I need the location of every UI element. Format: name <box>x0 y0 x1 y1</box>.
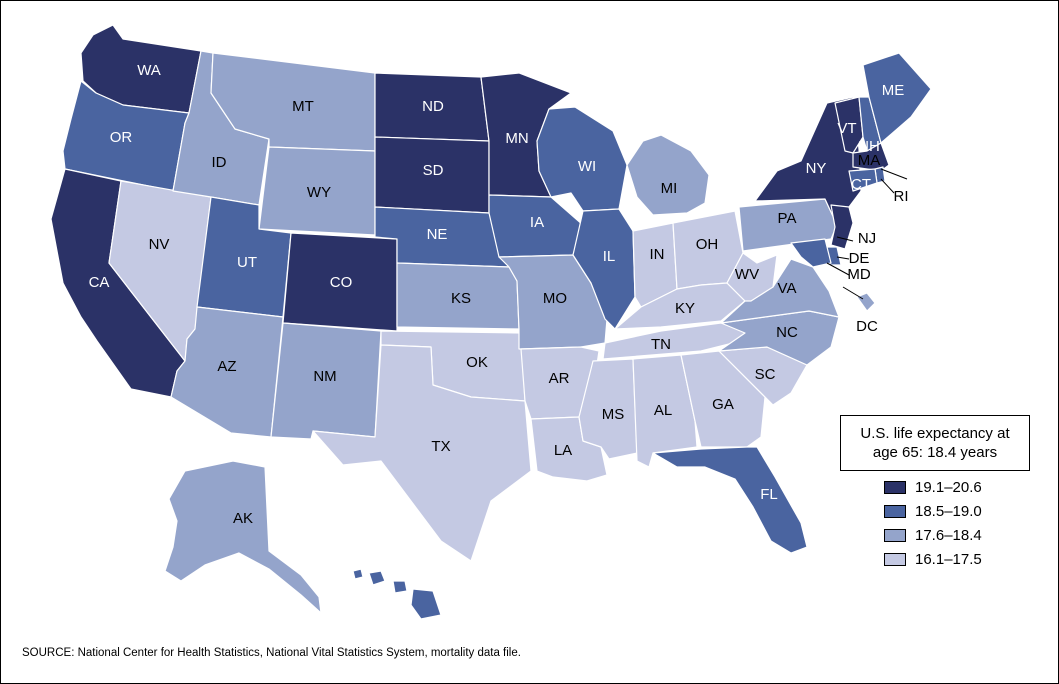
state-label-ak: AK <box>233 510 253 527</box>
state-label-ky: KY <box>675 300 695 317</box>
state-label-tn: TN <box>651 336 671 353</box>
legend-label: 16.1–17.5 <box>915 550 982 568</box>
state-label-wi: WI <box>578 158 596 175</box>
state-label-in: IN <box>650 246 665 263</box>
legend-label: 18.5–19.0 <box>915 502 982 520</box>
state-label-nd: ND <box>422 98 444 115</box>
state-label-ms: MS <box>602 406 625 423</box>
state-label-ri: RI <box>894 188 909 205</box>
state-label-wa: WA <box>137 62 161 79</box>
state-tx <box>312 344 532 562</box>
state-label-az: AZ <box>217 358 236 375</box>
legend-item: 17.6–18.4 <box>884 526 982 544</box>
state-label-nm: NM <box>313 368 336 385</box>
state-labels: WA OR CA NV ID MT WY UT AZ CO NM ND SD NE KS OK TX MN IA MO… <box>89 62 909 611</box>
leader-line <box>880 178 895 194</box>
state-label-al: AL <box>654 402 672 419</box>
state-ct <box>848 168 878 192</box>
legend-label: 19.1–20.6 <box>915 478 982 496</box>
state-vt <box>834 96 864 154</box>
state-label-ut: UT <box>237 254 257 271</box>
state-label-nv: NV <box>149 236 170 253</box>
leader-line <box>836 256 850 260</box>
state-label-md: MD <box>847 266 870 283</box>
state-hi <box>352 568 442 620</box>
state-fl <box>652 446 808 554</box>
state-label-nh: NH <box>858 138 880 155</box>
legend: 19.1–20.6 18.5–19.0 17.6–18.4 16.1–17.5 <box>884 479 982 575</box>
legend-title: U.S. life expectancy at age 65: 18.4 yea… <box>860 425 1010 461</box>
legend-swatch <box>884 528 906 542</box>
leader-line <box>842 286 864 300</box>
state-va <box>720 258 840 324</box>
legend-label: 17.6–18.4 <box>915 526 982 544</box>
state-mi <box>626 134 710 216</box>
state-label-wy: WY <box>307 184 331 201</box>
legend-swatch <box>884 480 906 494</box>
state-label-ia: IA <box>530 214 544 231</box>
state-label-ks: KS <box>451 290 471 307</box>
state-label-oh: OH <box>696 236 719 253</box>
state-md <box>790 238 832 268</box>
state-label-fl: FL <box>760 486 778 503</box>
state-label-or: OR <box>110 129 133 146</box>
legend-item: 16.1–17.5 <box>884 550 982 568</box>
state-label-pa: PA <box>778 210 797 227</box>
state-label-va: VA <box>778 280 797 297</box>
leader-line <box>880 168 908 180</box>
state-label-ny: NY <box>806 160 827 177</box>
state-ak <box>164 460 322 614</box>
state-label-la: LA <box>554 442 572 459</box>
state-label-mn: MN <box>505 130 528 147</box>
state-label-mi: MI <box>661 180 678 197</box>
state-label-il: IL <box>603 248 616 265</box>
legend-swatch <box>884 552 906 566</box>
leader-line <box>826 262 850 276</box>
state-label-nc: NC <box>776 324 798 341</box>
legend-item: 19.1–20.6 <box>884 478 982 496</box>
state-label-id: ID <box>212 154 227 171</box>
state-label-mo: MO <box>543 290 567 307</box>
state-label-ga: GA <box>712 396 734 413</box>
source-note: SOURCE: National Center for Health Stati… <box>22 647 521 659</box>
states-layer <box>50 24 932 620</box>
state-dc <box>856 292 876 312</box>
state-label-de: DE <box>849 250 870 267</box>
state-label-me: ME <box>882 82 905 99</box>
state-wv <box>726 252 778 302</box>
state-label-nj: NJ <box>858 230 876 247</box>
state-label-co: CO <box>330 274 353 291</box>
state-nj <box>830 204 854 250</box>
state-label-sc: SC <box>755 366 776 383</box>
state-label-ar: AR <box>549 370 570 387</box>
legend-swatch <box>884 504 906 518</box>
state-label-wv: WV <box>735 266 759 283</box>
state-ma <box>852 142 890 172</box>
state-me <box>862 52 932 144</box>
legend-item: 18.5–19.0 <box>884 502 982 520</box>
state-label-ca: CA <box>89 274 110 291</box>
legend-title-box: U.S. life expectancy at age 65: 18.4 yea… <box>840 415 1030 471</box>
state-label-mt: MT <box>292 98 314 115</box>
state-label-hi: HI <box>390 594 405 611</box>
state-label-dc: DC <box>856 318 878 335</box>
state-label-tx: TX <box>431 438 450 455</box>
leader-line <box>836 236 854 242</box>
state-label-ma: MA <box>858 152 881 169</box>
state-label-ct: CT <box>851 176 871 193</box>
state-label-sd: SD <box>423 162 444 179</box>
leader-lines <box>826 168 908 300</box>
state-label-ok: OK <box>466 354 488 371</box>
state-label-vt: VT <box>837 120 856 137</box>
state-label-ne: NE <box>427 226 448 243</box>
